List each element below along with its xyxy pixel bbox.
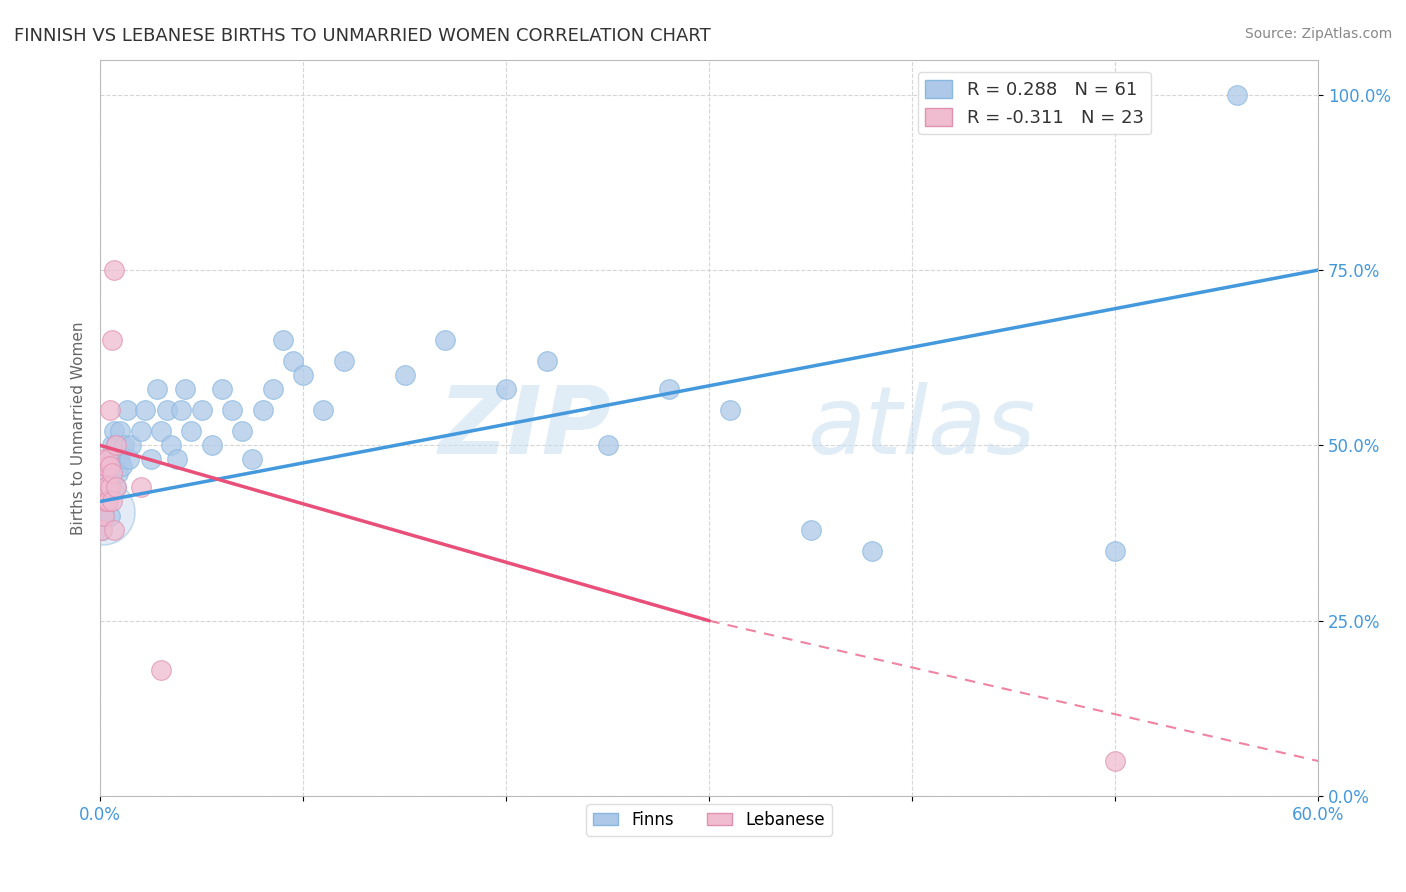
Point xyxy=(97,467,120,481)
Point xyxy=(190,403,212,417)
Point xyxy=(105,480,128,494)
Point xyxy=(434,333,457,347)
Y-axis label: Births to Unmarried Women: Births to Unmarried Women xyxy=(72,321,86,534)
Point xyxy=(91,523,114,537)
Point xyxy=(596,438,619,452)
Point xyxy=(117,452,139,467)
Point xyxy=(134,403,156,417)
Point xyxy=(150,425,173,439)
Point xyxy=(91,523,114,537)
Point xyxy=(111,459,134,474)
Point xyxy=(93,474,115,488)
Text: Source: ZipAtlas.com: Source: ZipAtlas.com xyxy=(1244,27,1392,41)
Point xyxy=(101,438,124,452)
Point xyxy=(129,480,152,494)
Legend: Finns, Lebanese: Finns, Lebanese xyxy=(586,805,832,836)
Point xyxy=(110,425,132,439)
Point xyxy=(242,452,264,467)
Point xyxy=(139,452,162,467)
Point xyxy=(93,487,115,501)
Point xyxy=(120,438,142,452)
Point xyxy=(495,382,517,396)
Point xyxy=(96,494,118,508)
Point xyxy=(150,663,173,677)
Point xyxy=(262,382,284,396)
Point xyxy=(96,459,118,474)
Point xyxy=(98,403,121,417)
Point xyxy=(166,452,188,467)
Point xyxy=(658,382,681,396)
Point xyxy=(231,425,253,439)
Point xyxy=(103,459,125,474)
Point xyxy=(180,425,202,439)
Point xyxy=(271,333,294,347)
Point xyxy=(91,505,114,519)
Point xyxy=(170,403,193,417)
Point xyxy=(332,354,354,368)
Point xyxy=(91,494,114,508)
Point xyxy=(97,480,120,494)
Point xyxy=(96,494,118,508)
Point xyxy=(1104,754,1126,768)
Point xyxy=(103,523,125,537)
Point xyxy=(201,438,224,452)
Point xyxy=(101,494,124,508)
Point xyxy=(281,354,304,368)
Point xyxy=(98,452,121,467)
Point xyxy=(800,523,823,537)
Point xyxy=(114,438,136,452)
Text: FINNISH VS LEBANESE BIRTHS TO UNMARRIED WOMEN CORRELATION CHART: FINNISH VS LEBANESE BIRTHS TO UNMARRIED … xyxy=(14,27,711,45)
Point xyxy=(718,403,741,417)
Point xyxy=(860,543,883,558)
Point xyxy=(105,438,128,452)
Point xyxy=(103,425,125,439)
Point xyxy=(1226,87,1249,102)
Point xyxy=(98,480,121,494)
Point xyxy=(97,452,120,467)
Point xyxy=(252,403,274,417)
Point xyxy=(536,354,558,368)
Point xyxy=(105,480,128,494)
Point xyxy=(146,382,169,396)
Point xyxy=(97,494,120,508)
Point xyxy=(292,368,315,383)
Point xyxy=(312,403,335,417)
Point xyxy=(174,382,197,396)
Point xyxy=(103,263,125,277)
Point xyxy=(1104,543,1126,558)
Text: atlas: atlas xyxy=(807,383,1035,474)
Point xyxy=(156,403,179,417)
Point xyxy=(221,403,243,417)
Point xyxy=(394,368,416,383)
Text: ZIP: ZIP xyxy=(439,382,612,474)
Point xyxy=(160,438,183,452)
Point xyxy=(129,425,152,439)
Point xyxy=(98,487,121,501)
Point xyxy=(96,474,118,488)
Point xyxy=(101,467,124,481)
Point xyxy=(96,459,118,474)
Point xyxy=(97,494,120,508)
Point xyxy=(101,474,124,488)
Point xyxy=(98,459,121,474)
Point xyxy=(93,508,115,523)
Point xyxy=(115,403,138,417)
Point xyxy=(107,467,129,481)
Point xyxy=(96,480,118,494)
Point xyxy=(211,382,233,396)
Point xyxy=(93,452,115,467)
Point xyxy=(110,452,132,467)
Point xyxy=(105,438,128,452)
Point xyxy=(98,508,121,523)
Point xyxy=(93,508,115,523)
Point xyxy=(101,333,124,347)
